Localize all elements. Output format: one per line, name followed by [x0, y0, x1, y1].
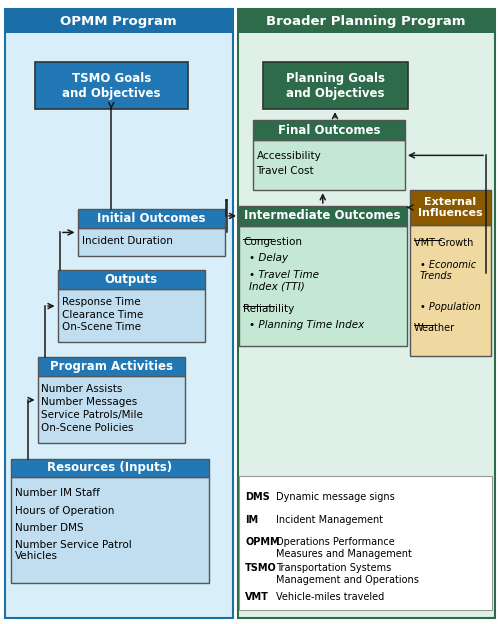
FancyBboxPatch shape: [252, 140, 405, 190]
FancyBboxPatch shape: [78, 228, 225, 256]
Text: Broader Planning Program: Broader Planning Program: [266, 15, 466, 27]
Text: DMS: DMS: [245, 492, 270, 502]
FancyBboxPatch shape: [239, 226, 406, 346]
Text: Accessibility: Accessibility: [256, 150, 321, 160]
Text: Intermediate Outcomes: Intermediate Outcomes: [244, 210, 401, 222]
Text: On-Scene Time: On-Scene Time: [62, 323, 140, 333]
Text: Vehicle-miles traveled: Vehicle-miles traveled: [276, 592, 384, 602]
Text: • Travel Time
Index (TTI): • Travel Time Index (TTI): [249, 270, 319, 292]
Text: Transportation Systems
Management and Operations: Transportation Systems Management and Op…: [276, 563, 420, 585]
Text: Travel Cost: Travel Cost: [256, 166, 314, 176]
Text: IM: IM: [245, 515, 258, 525]
Text: Final Outcomes: Final Outcomes: [278, 124, 380, 137]
FancyBboxPatch shape: [5, 9, 232, 618]
Text: Number Messages: Number Messages: [42, 397, 138, 407]
FancyBboxPatch shape: [11, 459, 208, 477]
Text: OPMM Program: OPMM Program: [60, 15, 177, 27]
Text: Initial Outcomes: Initial Outcomes: [97, 212, 206, 225]
Text: Incident Duration: Incident Duration: [82, 236, 172, 246]
Text: Congestion: Congestion: [243, 236, 302, 246]
Text: TSMO Goals
and Objectives: TSMO Goals and Objectives: [62, 72, 160, 100]
FancyBboxPatch shape: [58, 289, 205, 342]
Text: Number Assists: Number Assists: [42, 384, 123, 394]
Text: • Population: • Population: [420, 302, 480, 312]
Text: Number IM Staff: Number IM Staff: [15, 489, 100, 499]
FancyBboxPatch shape: [5, 9, 232, 33]
Text: Response Time: Response Time: [62, 297, 140, 307]
FancyBboxPatch shape: [35, 62, 188, 109]
FancyBboxPatch shape: [410, 190, 491, 225]
Text: Incident Management: Incident Management: [276, 515, 384, 525]
Text: • Planning Time Index: • Planning Time Index: [249, 320, 364, 330]
Text: VMT: VMT: [245, 592, 269, 602]
Text: Number Service Patrol
Vehicles: Number Service Patrol Vehicles: [15, 540, 132, 562]
Text: Clearance Time: Clearance Time: [62, 310, 143, 319]
FancyBboxPatch shape: [239, 206, 406, 226]
Text: TSMO: TSMO: [245, 563, 277, 573]
FancyBboxPatch shape: [238, 9, 495, 618]
Text: OPMM: OPMM: [245, 537, 280, 547]
Text: Service Patrols/Mile: Service Patrols/Mile: [42, 410, 144, 420]
Text: Planning Goals
and Objectives: Planning Goals and Objectives: [286, 72, 384, 100]
Text: Program Activities: Program Activities: [50, 360, 173, 373]
FancyBboxPatch shape: [78, 209, 225, 228]
FancyBboxPatch shape: [238, 9, 495, 33]
Text: On-Scene Policies: On-Scene Policies: [42, 423, 134, 433]
FancyBboxPatch shape: [38, 357, 185, 376]
FancyBboxPatch shape: [11, 477, 208, 583]
Text: • Delay: • Delay: [249, 253, 288, 263]
Text: Dynamic message signs: Dynamic message signs: [276, 492, 395, 502]
Text: Resources (Inputs): Resources (Inputs): [47, 462, 172, 474]
Text: Operations Performance
Measures and Management: Operations Performance Measures and Mana…: [276, 537, 412, 559]
FancyBboxPatch shape: [262, 62, 408, 109]
Text: Hours of Operation: Hours of Operation: [15, 505, 114, 515]
Text: • Economic
Trends: • Economic Trends: [420, 260, 476, 281]
FancyBboxPatch shape: [252, 120, 405, 140]
Text: External
Influences: External Influences: [418, 197, 483, 218]
Text: Reliability: Reliability: [243, 304, 294, 314]
Text: VMT Growth: VMT Growth: [414, 238, 474, 248]
FancyBboxPatch shape: [410, 225, 491, 356]
Text: Outputs: Outputs: [104, 273, 158, 286]
FancyBboxPatch shape: [58, 270, 205, 289]
Text: Weather: Weather: [414, 323, 455, 333]
Text: Number DMS: Number DMS: [15, 523, 84, 533]
FancyBboxPatch shape: [38, 376, 185, 443]
FancyBboxPatch shape: [239, 476, 492, 610]
